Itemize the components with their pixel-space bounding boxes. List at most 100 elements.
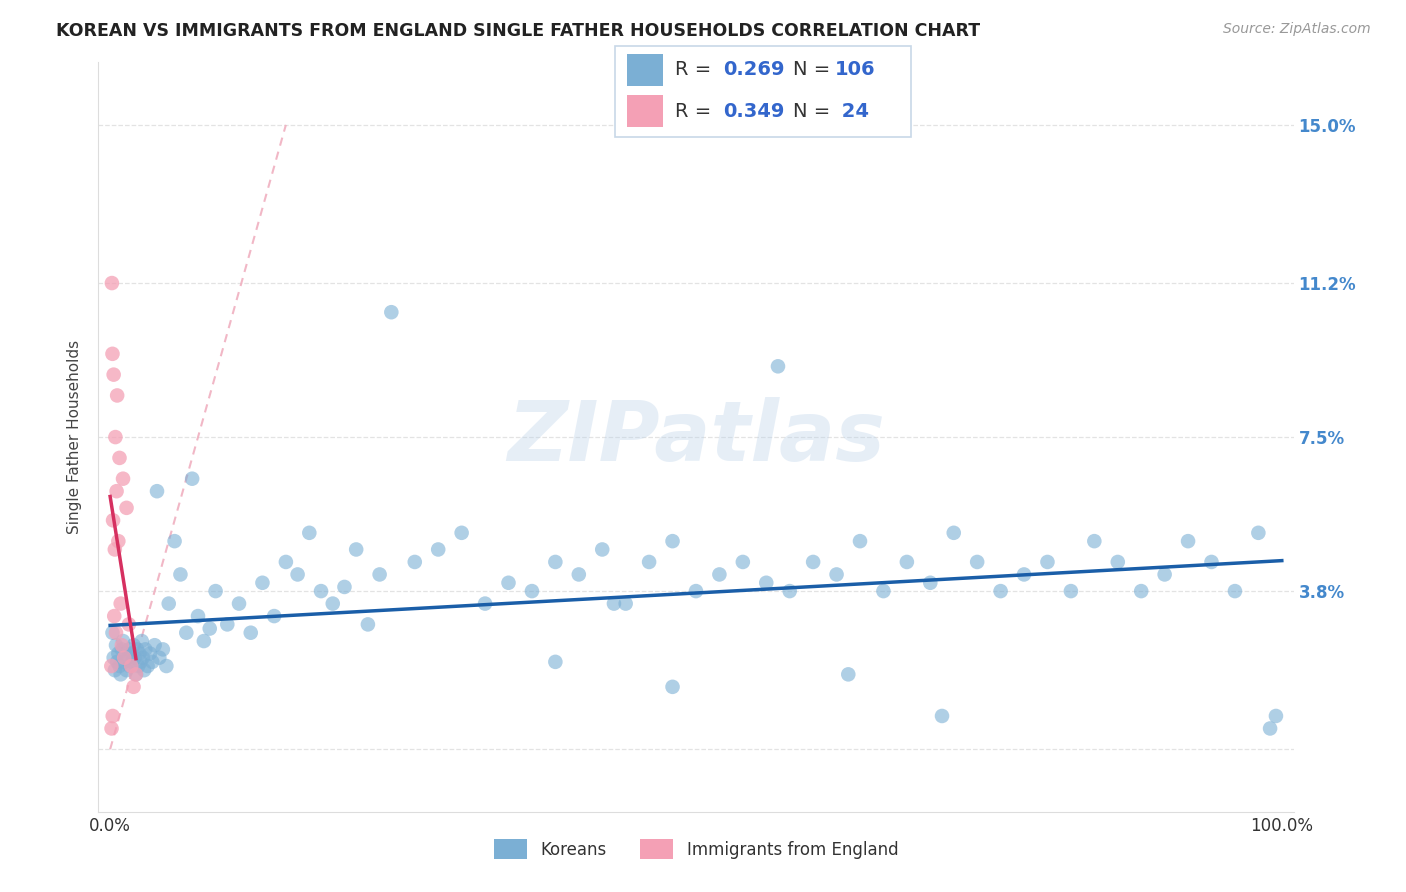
Point [450, 525, 472, 540]
Point [124, 650, 146, 665]
Point [498, 575, 520, 590]
Legend: Koreans, Immigrants from England: Koreans, Immigrants from England [485, 831, 907, 867]
Point [931, 709, 953, 723]
Point [104, 542, 127, 557]
Point [661, 680, 683, 694]
Point [1060, 584, 1083, 599]
Point [1223, 584, 1246, 599]
Text: R =: R = [675, 61, 717, 79]
Point [896, 555, 918, 569]
Point [544, 555, 567, 569]
Point [380, 305, 402, 319]
Point [872, 584, 894, 599]
Point [368, 567, 391, 582]
Text: ZIPatlas: ZIPatlas [508, 397, 884, 477]
Point [920, 575, 942, 590]
Point [157, 597, 180, 611]
Point [322, 597, 344, 611]
Point [125, 667, 148, 681]
Point [344, 542, 367, 557]
Text: N =: N = [793, 102, 837, 120]
Point [174, 625, 197, 640]
Text: R =: R = [675, 102, 717, 120]
Point [105, 655, 128, 669]
Point [837, 667, 859, 681]
Point [105, 388, 128, 402]
Point [100, 659, 122, 673]
Y-axis label: Single Father Households: Single Father Households [67, 340, 83, 534]
Point [141, 655, 163, 669]
Point [103, 609, 125, 624]
Point [661, 534, 683, 549]
Point [217, 617, 239, 632]
Point [427, 542, 450, 557]
Point [112, 472, 135, 486]
Point [591, 542, 613, 557]
Point [252, 575, 274, 590]
Point [107, 647, 129, 661]
Point [709, 567, 731, 582]
FancyBboxPatch shape [614, 45, 911, 137]
Point [122, 638, 145, 652]
Point [1247, 525, 1270, 540]
Point [298, 525, 321, 540]
Point [103, 650, 125, 665]
Point [104, 430, 127, 444]
Point [129, 655, 152, 669]
Point [136, 659, 159, 673]
Point [603, 597, 626, 611]
Point [1036, 555, 1059, 569]
Point [108, 450, 131, 465]
Bar [627, 54, 664, 86]
Point [101, 276, 124, 290]
Point [118, 617, 141, 632]
Point [128, 647, 150, 661]
Point [111, 638, 134, 652]
Text: 106: 106 [835, 61, 876, 79]
Point [187, 609, 209, 624]
Point [117, 650, 139, 665]
Point [333, 580, 356, 594]
Point [1083, 534, 1105, 549]
Point [1107, 555, 1129, 569]
Point [100, 722, 122, 736]
Point [111, 642, 134, 657]
Point [755, 575, 778, 590]
Point [132, 650, 155, 665]
Point [766, 359, 789, 374]
Point [801, 555, 824, 569]
Text: 0.349: 0.349 [724, 102, 785, 120]
Point [638, 555, 661, 569]
Point [731, 555, 754, 569]
Point [198, 622, 221, 636]
Point [990, 584, 1012, 599]
Point [127, 659, 149, 673]
Point [143, 638, 166, 652]
Point [115, 500, 138, 515]
Point [169, 567, 191, 582]
Point [101, 513, 124, 527]
Point [193, 634, 215, 648]
Point [108, 659, 131, 673]
Point [942, 525, 965, 540]
Point [146, 484, 169, 499]
Point [127, 642, 149, 657]
Text: 24: 24 [835, 102, 869, 120]
Point [114, 647, 136, 661]
Point [309, 584, 332, 599]
Text: N =: N = [793, 61, 837, 79]
Point [1258, 722, 1281, 736]
Point [1265, 709, 1288, 723]
Point [287, 567, 309, 582]
Point [134, 642, 156, 657]
Point [404, 555, 426, 569]
Point [357, 617, 380, 632]
Point [122, 680, 145, 694]
Point [148, 650, 170, 665]
Point [152, 642, 174, 657]
Point [966, 555, 988, 569]
Point [614, 597, 637, 611]
Text: 0.269: 0.269 [724, 61, 785, 79]
Point [155, 659, 177, 673]
Point [568, 567, 591, 582]
